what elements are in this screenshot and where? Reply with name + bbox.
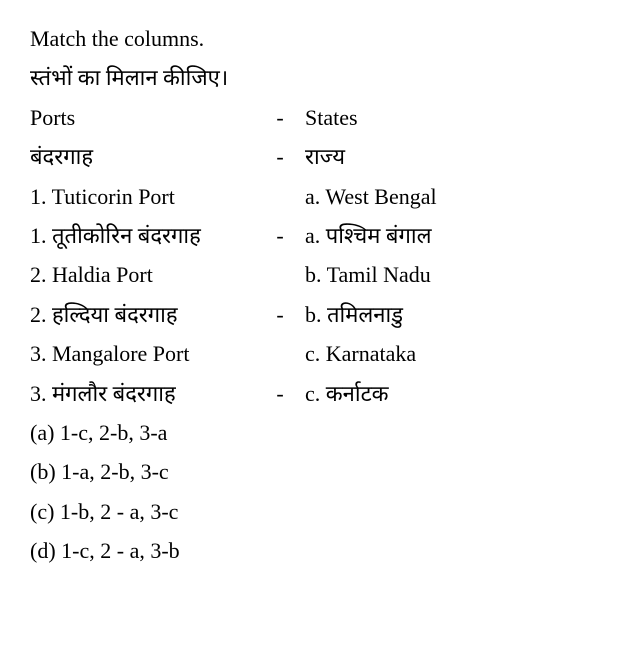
header-left-en: Ports bbox=[30, 99, 255, 136]
port-2-hi: 2. हल्दिया बंदरगाह bbox=[30, 296, 255, 333]
state-b-en: b. Tamil Nadu bbox=[305, 256, 594, 293]
port-1-en: 1. Tuticorin Port bbox=[30, 178, 255, 215]
state-a-hi: a. पश्चिम बंगाल bbox=[305, 217, 594, 254]
option-a[interactable]: (a) 1-c, 2-b, 3-a bbox=[30, 414, 594, 451]
header-row-hi: बंदरगाह - राज्य bbox=[30, 138, 594, 175]
port-2-en: 2. Haldia Port bbox=[30, 256, 255, 293]
port-3-hi: 3. मंगलौर बंदरगाह bbox=[30, 375, 255, 412]
sep-1-hi: - bbox=[255, 217, 305, 254]
header-right-en: States bbox=[305, 99, 594, 136]
header-left-hi: बंदरगाह bbox=[30, 138, 255, 175]
sep-2-hi: - bbox=[255, 296, 305, 333]
match-row-3-en: 3. Mangalore Port c. Karnataka bbox=[30, 335, 594, 372]
match-row-2-en: 2. Haldia Port b. Tamil Nadu bbox=[30, 256, 594, 293]
instruction-en: Match the columns. bbox=[30, 20, 594, 57]
header-sep-en: - bbox=[255, 99, 305, 136]
match-row-1-hi: 1. तूतीकोरिन बंदरगाह - a. पश्चिम बंगाल bbox=[30, 217, 594, 254]
port-3-en: 3. Mangalore Port bbox=[30, 335, 255, 372]
sep-3-hi: - bbox=[255, 375, 305, 412]
match-row-3-hi: 3. मंगलौर बंदरगाह - c. कर्नाटक bbox=[30, 375, 594, 412]
state-c-hi: c. कर्नाटक bbox=[305, 375, 594, 412]
header-row-en: Ports - States bbox=[30, 99, 594, 136]
instruction-hi: स्तंभों का मिलान कीजिए। bbox=[30, 59, 594, 96]
state-a-en: a. West Bengal bbox=[305, 178, 594, 215]
state-c-en: c. Karnataka bbox=[305, 335, 594, 372]
option-c[interactable]: (c) 1-b, 2 - a, 3-c bbox=[30, 493, 594, 530]
header-sep-hi: - bbox=[255, 138, 305, 175]
state-b-hi: b. तमिलनाडु bbox=[305, 296, 594, 333]
option-b[interactable]: (b) 1-a, 2-b, 3-c bbox=[30, 453, 594, 490]
header-right-hi: राज्य bbox=[305, 138, 594, 175]
option-d[interactable]: (d) 1-c, 2 - a, 3-b bbox=[30, 532, 594, 569]
match-row-2-hi: 2. हल्दिया बंदरगाह - b. तमिलनाडु bbox=[30, 296, 594, 333]
match-row-1-en: 1. Tuticorin Port a. West Bengal bbox=[30, 178, 594, 215]
port-1-hi: 1. तूतीकोरिन बंदरगाह bbox=[30, 217, 255, 254]
